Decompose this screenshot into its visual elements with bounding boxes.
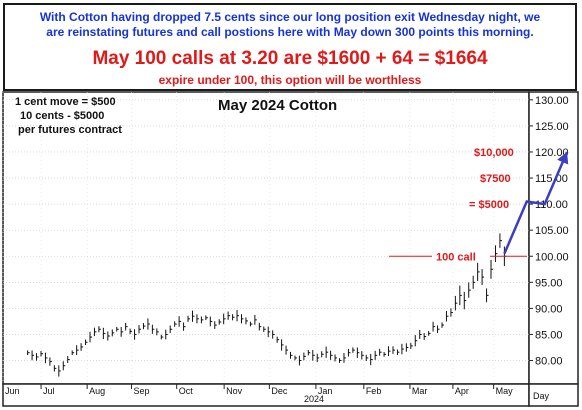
y-tick-label: 95.00 [535,277,563,289]
plot-area [2,91,530,385]
y-tick-label: 110.00 [535,199,568,211]
y-tick-label: 120.00 [535,147,569,159]
grid [2,92,529,384]
x-tick-label: Sep [133,386,149,396]
call-strike-label: 100 call [436,251,476,263]
profit-label: $10,000 [474,147,514,159]
x-tick-label: Apr [455,386,469,396]
note-line-3: per futures contract [18,124,122,136]
x-tick-label: Jun [5,386,20,396]
y-tick-label: 115.00 [535,173,568,185]
x-tick-label: Jul [43,386,55,396]
y-tick-label: 80.00 [535,356,563,368]
y-axis-ticks: 130.00 125.00 120.00 115.00 110.00 105.00 100.… [529,95,569,368]
projection-arrow [503,151,569,255]
note-line-1: 1 cent move = $500 [15,96,116,108]
x-year-label: 2024 [304,394,324,404]
profit-label: $7500 [480,173,511,185]
y-tick-label: 105.00 [535,225,569,237]
y-tick-label: 125.00 [535,121,569,133]
y-tick-label: 100.00 [535,251,569,263]
x-tick-label: Jan [318,386,333,396]
headline-banner: With Cotton having dropped 7.5 cents sin… [3,3,577,91]
banner-note: expire under 100, this option will be wo… [158,73,422,87]
x-tick-label: Mar [412,386,428,396]
x-tick-label: May [496,386,514,396]
x-axis-corner [528,383,579,407]
x-unit-label: Day [533,391,550,401]
banner-line-1: With Cotton having dropped 7.5 cents sin… [39,10,541,24]
y-tick-label: 85.00 [535,329,563,341]
x-tick-label: Feb [366,386,382,396]
x-axis-panel [2,383,530,407]
profit-label: = $5000 [469,199,509,211]
y-tick-label: 90.00 [535,303,563,315]
y-tick-label: 130.00 [535,95,569,107]
annotations: 100 call $10,000 $7500 = $5000 [389,147,527,263]
y-axis-panel [528,91,579,385]
banner-headline: May 100 calls at 3.20 are $1600 + 64 = $… [92,48,488,69]
chart-title: May 2024 Cotton [218,97,337,114]
price-bars [27,233,507,377]
x-tick-label: Aug [89,386,105,396]
projection-line [503,151,569,255]
projection-arrowhead [557,151,569,165]
x-tick-label: Oct [179,386,194,396]
call-label-bg [432,249,490,263]
x-tick-label: Nov [226,386,243,396]
note-line-2: 10 cents - $5000 [20,110,105,122]
x-tick-label: Dec [271,386,288,396]
x-axis-ticks: Jun Jul Aug Sep Oct Nov Dec Jan Feb Mar Apr May [2,384,514,396]
banner-line-2: are reinstating futures and call postion… [46,25,534,39]
